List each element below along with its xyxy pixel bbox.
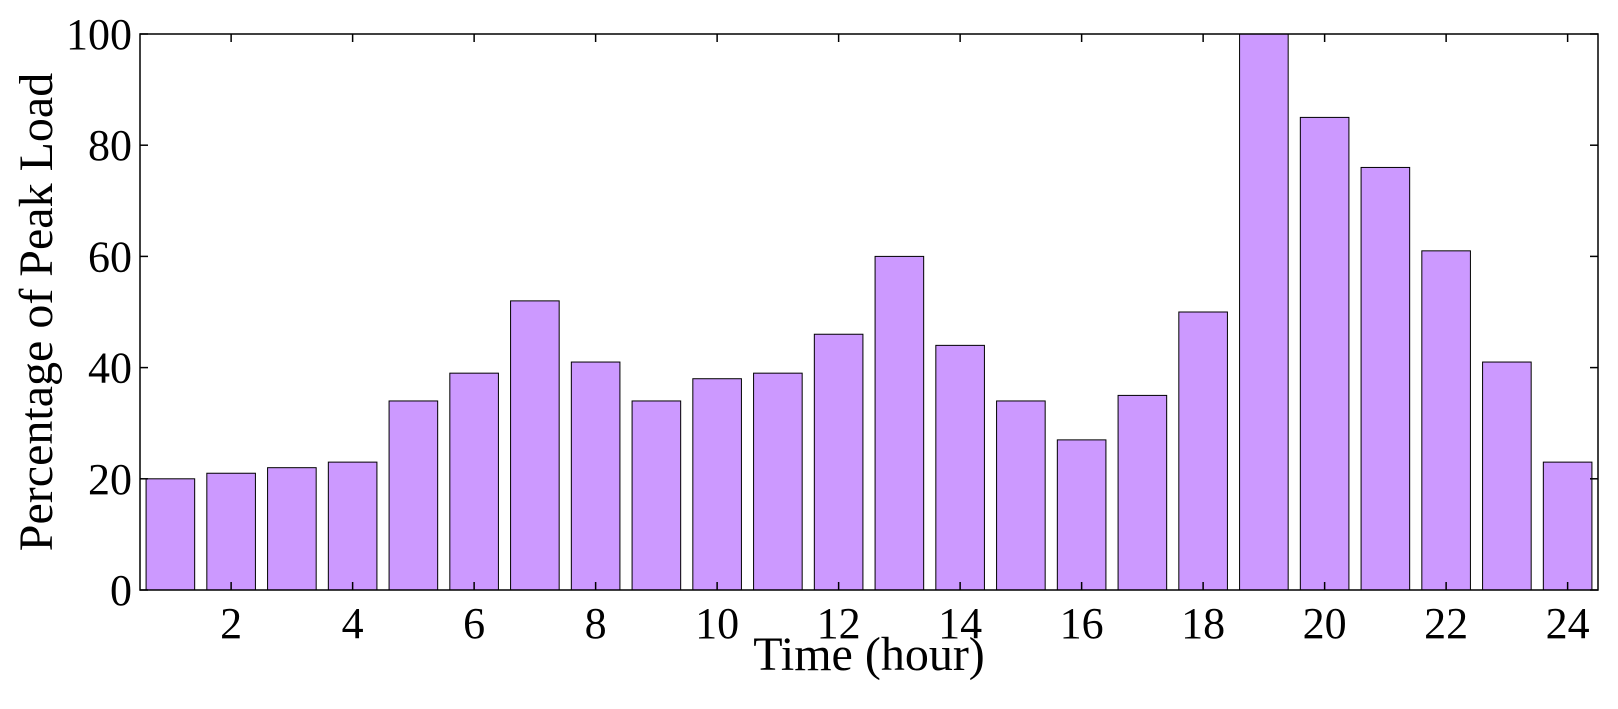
y-axis-title: Percentage of Peak Load	[10, 73, 63, 551]
bar	[327, 461, 378, 591]
y-tick-label: 100	[66, 10, 132, 59]
x-axis-title: Time (hour)	[753, 628, 985, 681]
bar	[813, 333, 864, 591]
bar	[935, 344, 985, 591]
x-tick-label: 18	[1181, 599, 1225, 648]
bar	[1360, 166, 1411, 591]
bar	[206, 472, 256, 591]
x-tick-label: 6	[463, 599, 485, 648]
y-tick-label: 20	[88, 455, 132, 504]
bar	[1482, 361, 1532, 591]
x-tick-label: 22	[1424, 599, 1468, 648]
bar	[570, 361, 621, 591]
x-tick-label: 8	[585, 599, 607, 648]
x-tick-label: 14	[938, 599, 982, 648]
bar	[631, 400, 682, 591]
bar	[1056, 439, 1107, 591]
y-tick-label: 60	[88, 232, 132, 281]
x-tick-label: 2	[220, 599, 242, 648]
y-tick-label: 0	[110, 566, 132, 615]
bar	[510, 300, 560, 591]
bar	[388, 400, 439, 591]
x-tick-label: 24	[1546, 599, 1590, 648]
x-tick-label: 16	[1060, 599, 1104, 648]
bar	[1299, 116, 1350, 591]
bar	[1178, 311, 1228, 591]
bar	[1239, 33, 1289, 591]
bar	[267, 467, 317, 591]
bar	[692, 378, 742, 591]
bar	[874, 255, 925, 591]
x-tick-label: 10	[695, 599, 739, 648]
bar	[996, 400, 1046, 591]
bar	[1117, 394, 1168, 591]
x-tick-label: 20	[1303, 599, 1347, 648]
bar	[753, 372, 803, 591]
bar	[1421, 250, 1471, 591]
bar	[449, 372, 499, 591]
bar	[1542, 461, 1593, 591]
x-tick-label: 4	[342, 599, 364, 648]
x-tick-label: 12	[817, 599, 861, 648]
y-tick-label: 40	[88, 344, 132, 393]
plot-frame	[139, 33, 1599, 591]
y-tick-label: 80	[88, 121, 132, 170]
bar	[145, 478, 196, 591]
